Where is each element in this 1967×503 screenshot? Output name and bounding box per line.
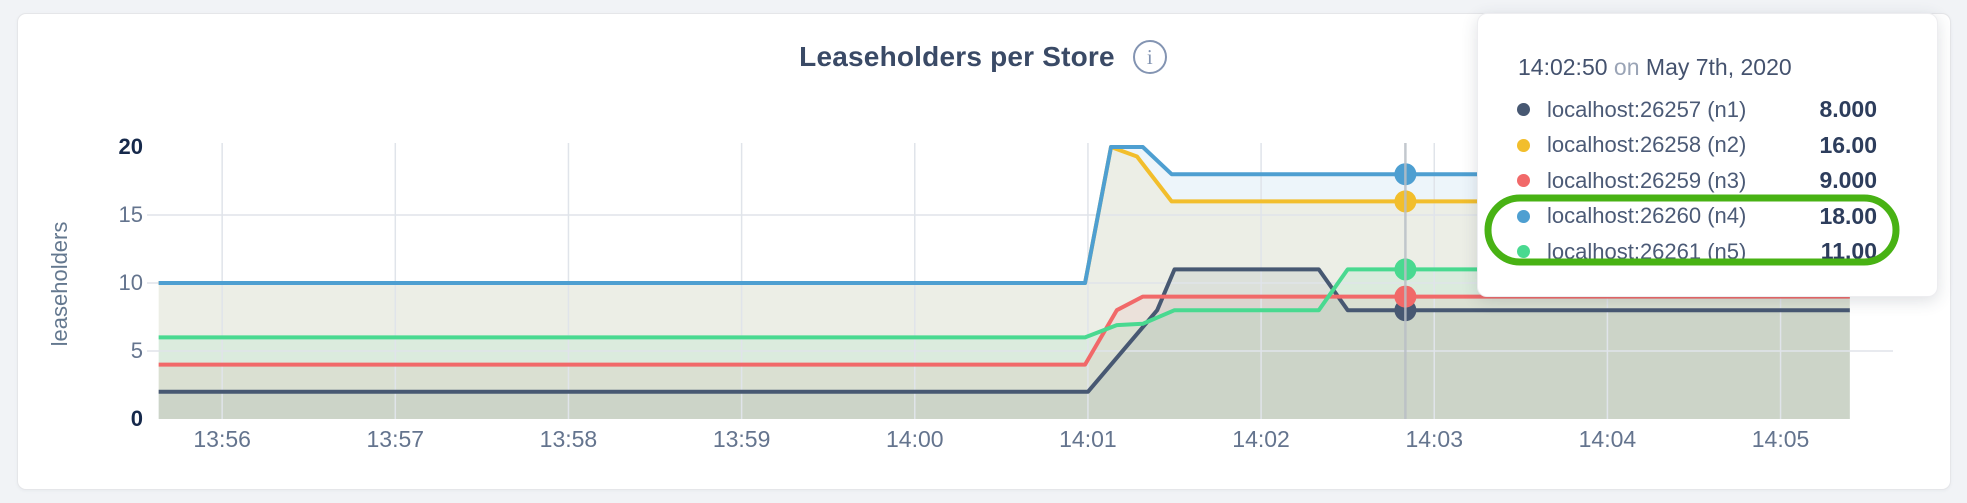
chart-plot-area[interactable] [147,135,1900,427]
x-tick-label: 13:59 [712,426,771,452]
tooltip-timestamp: 14:02:50 on May 7th, 2020 [1518,54,1937,81]
tooltip-series-label: localhost:26257 (n1) [1547,96,1747,122]
series-fill [158,269,1850,419]
series-line [158,294,1850,367]
series-line [158,267,1850,340]
x-tick-label: 14:01 [1059,426,1117,452]
tooltip-time: 14:02:50 [1518,54,1608,80]
y-tick-label: 10 [118,270,143,295]
series-line [158,145,1850,285]
x-tick-label: 14:05 [1751,426,1810,452]
tooltip-series-label: localhost:26258 (n2) [1547,132,1747,158]
tooltip-series-value: 8.000 [1819,96,1877,123]
series-color-dot-icon [1517,209,1530,223]
tooltip-series-row: localhost:26260 (n4) 18.00 [1478,199,1937,235]
series-color-dot-icon [1517,174,1530,188]
x-tick-label: 14:00 [885,426,944,452]
tooltip-series-value: 16.00 [1819,131,1877,158]
x-tick-label: 13:56 [193,426,251,452]
x-tick-label: 14:03 [1405,426,1464,452]
x-tick-label: 13:57 [366,426,425,452]
x-tick-label: 13:58 [539,426,598,452]
tooltip-series-label: localhost:26260 (n4) [1547,203,1747,229]
tooltip-series-label: localhost:26259 (n3) [1547,167,1747,193]
series-color-dot-icon [1517,138,1530,152]
series-color-dot-icon [1517,103,1530,117]
y-tick-label: 20 [118,134,143,159]
series-fill [158,296,1850,419]
chart-title: Leaseholders per Store [799,41,1115,72]
x-tick-label: 14:02 [1232,426,1290,452]
chart-header: Leaseholders per Store i [17,40,1949,74]
tooltip-series-row: localhost:26257 (n1) 8.000 [1478,92,1937,128]
info-icon[interactable]: i [1132,40,1167,74]
y-tick-label: 5 [130,338,143,363]
tooltip-connector: on [1613,54,1640,80]
tooltip-series-row: localhost:26259 (n3) 9.000 [1478,163,1937,199]
y-tick-label: 15 [118,202,143,227]
annotation-highlight-circle [1484,194,1900,266]
tooltip-series-value: 18.00 [1819,202,1877,229]
tooltip-series-value: 9.000 [1819,167,1877,194]
series-fill [158,269,1850,419]
tooltip-date: May 7th, 2020 [1645,54,1792,80]
series-color-dot-icon [1517,245,1530,259]
x-tick-label: 14:04 [1578,426,1637,452]
series-line [158,267,1850,394]
y-tick-label: 0 [130,406,143,431]
tooltip-series-row: localhost:26258 (n2) 16.00 [1478,128,1937,164]
